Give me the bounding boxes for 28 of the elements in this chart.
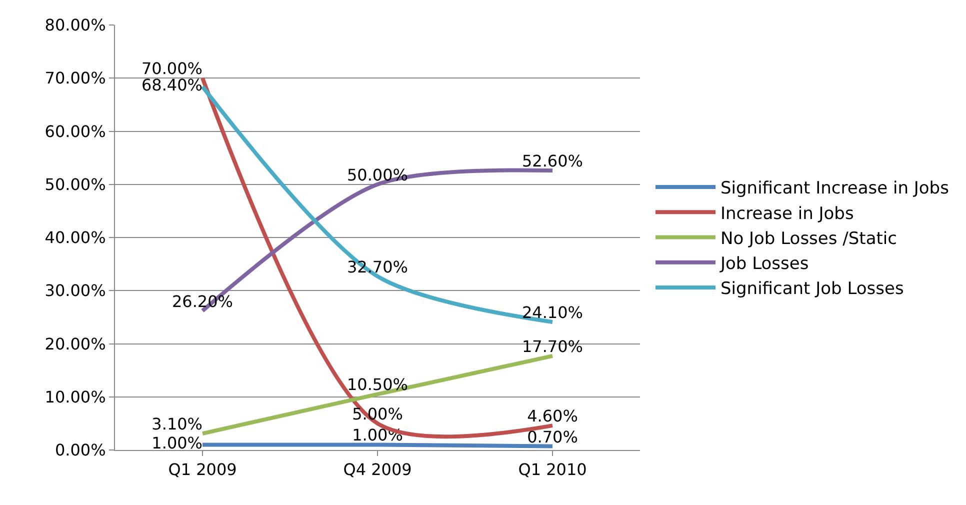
x-tick-label: Q1 2010	[518, 460, 587, 480]
y-tick-label: 60.00%	[44, 122, 106, 141]
legend-label: No Job Losses /Static	[720, 228, 897, 249]
data-label: 52.60%	[522, 152, 584, 171]
data-label: 68.40%	[141, 76, 202, 95]
y-tick-label: 70.00%	[44, 68, 106, 88]
legend-label: Significant Increase in Jobs	[720, 178, 950, 199]
x-tick-label: Q1 2009	[168, 460, 237, 480]
data-label: 10.50%	[346, 375, 408, 394]
y-tick-label: 0.00%	[54, 440, 106, 460]
y-tick-label: 30.00%	[44, 281, 106, 300]
data-label: 70.00%	[141, 59, 202, 78]
data-label: 17.70%	[522, 336, 584, 356]
x-tick-label: Q4 2009	[343, 460, 412, 480]
data-label: 0.70%	[527, 427, 578, 446]
y-tick-label: 10.00%	[44, 387, 106, 406]
legend-label: Job Losses	[720, 254, 809, 274]
y-tick-label: 40.00%	[44, 228, 106, 248]
legend-label: Increase in Jobs	[720, 204, 854, 224]
y-tick-label: 80.00%	[44, 16, 106, 35]
y-tick-label: 20.00%	[44, 334, 106, 354]
legend-label: Significant Job Losses	[720, 279, 904, 300]
data-label: 3.10%	[152, 414, 202, 434]
data-label: 50.00%	[346, 165, 408, 184]
data-label: 24.10%	[522, 302, 584, 322]
data-label: 1.00%	[152, 434, 202, 453]
y-tick-label: 50.00%	[44, 174, 106, 194]
data-label: 4.60%	[527, 406, 578, 426]
